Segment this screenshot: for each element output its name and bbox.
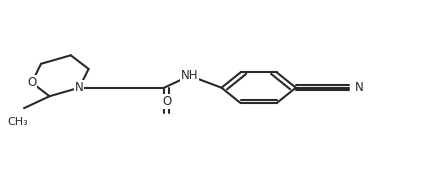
Text: O: O [27, 76, 36, 89]
Text: NH: NH [181, 69, 199, 82]
Text: CH₃: CH₃ [7, 117, 28, 127]
Text: N: N [75, 81, 83, 94]
Text: N: N [355, 81, 364, 94]
Text: O: O [162, 95, 171, 108]
